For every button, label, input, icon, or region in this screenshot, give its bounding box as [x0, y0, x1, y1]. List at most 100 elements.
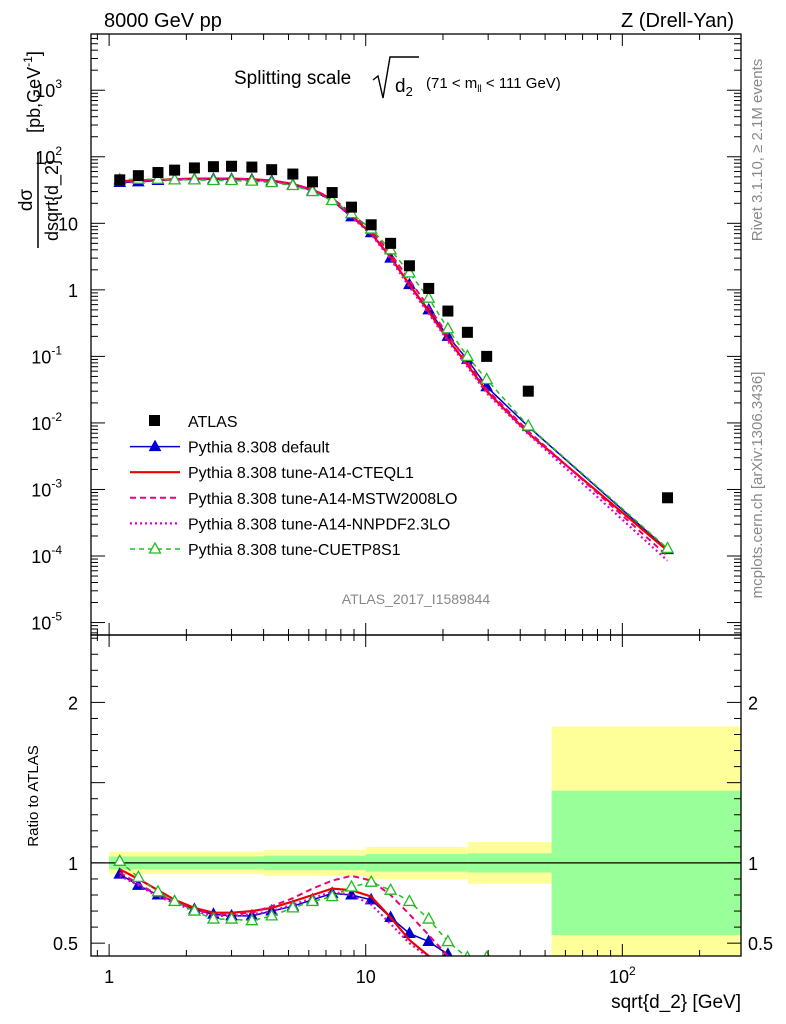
- y-tick-label: 10-5: [31, 610, 62, 634]
- ratio-series-point-4: [168, 894, 182, 907]
- ratio-series-point-4: [305, 894, 320, 907]
- main-series-point-4: [480, 372, 494, 385]
- ratio-series-point-4: [325, 889, 339, 902]
- ratio-series-line-3: [119, 874, 429, 956]
- ratio-series-line-4: [119, 860, 467, 956]
- atlas-data-point: [365, 219, 377, 231]
- atlas-data-point: [188, 162, 200, 174]
- atlas-data-point: [207, 161, 219, 173]
- ratio-series-line-2: [119, 871, 449, 956]
- main-series-point-4: [224, 173, 239, 186]
- ratio-y-tick-label: 1: [68, 854, 78, 874]
- energy-label: 8000 GeV pp: [104, 10, 222, 32]
- atlas-data-point: [152, 167, 164, 179]
- ratio-series-point-4: [206, 911, 221, 924]
- y-tick-label: 103: [35, 77, 62, 101]
- main-series-point-4: [422, 290, 436, 303]
- atlas-data-point: [461, 326, 473, 338]
- atlas-data-point: [326, 187, 338, 199]
- ratio-series-point-4: [224, 911, 239, 924]
- atlas-data-point: [442, 305, 454, 317]
- ratio-series-point-4: [151, 884, 165, 897]
- legend-label-2: Pythia 8.308 tune-A14-MSTW2008LO: [188, 491, 457, 508]
- ratio-plot-frame: [90, 634, 742, 957]
- ratio-series-point-0: [443, 947, 453, 956]
- y-tick-label: 10: [58, 214, 78, 234]
- atlas-data-point: [403, 260, 415, 272]
- analysis-watermark: ATLAS_2017_I1589844: [342, 591, 491, 607]
- main-series-point-4: [660, 541, 675, 554]
- atlas-data-point: [246, 161, 258, 173]
- atlas-data-point: [169, 164, 181, 176]
- plot-title-sqrt: d2: [395, 76, 413, 99]
- main-series-point-4: [441, 321, 455, 334]
- atlas-data-point: [266, 164, 278, 176]
- ratio-series-point-4: [245, 913, 259, 926]
- atlas-data-point: [662, 492, 674, 504]
- ratio-series-point-4: [383, 882, 398, 895]
- main-series-line-4: [119, 178, 668, 549]
- ratio-series-point-4: [441, 934, 455, 947]
- atlas-data-point: [306, 176, 318, 188]
- ratio-series-point-4: [286, 900, 300, 913]
- ratio-series-point-4: [344, 879, 359, 892]
- y-tick-label: 10-2: [31, 410, 62, 434]
- atlas-data-point: [385, 237, 397, 249]
- rivet-label: Rivet 3.1.10, ≥ 2.1M events: [749, 59, 766, 242]
- main-series-line-3: [119, 178, 669, 562]
- main-series-point-4: [151, 171, 165, 184]
- main-series-point-4: [187, 172, 202, 185]
- y-tick-label: 102: [35, 144, 62, 168]
- legend-label-1: Pythia 8.308 tune-A14-CTEQL1: [188, 465, 414, 482]
- plot-title-main: Splitting scale: [234, 68, 351, 89]
- main-series-point-4: [206, 173, 221, 186]
- ratio-series-point-4: [495, 964, 506, 974]
- atlas-data-point: [522, 385, 534, 397]
- ylabel-unit: [pb,GeV-1]: [21, 51, 44, 133]
- ratio-series-line-0: [119, 873, 452, 956]
- ratio-series-point-4: [464, 950, 471, 956]
- x-tick-label: 102: [609, 964, 636, 987]
- ratio-plot: 1 10 102 0.5 1 2 0.5 1 2 Ratio to ATLAS sqrt{d_2…: [25, 634, 773, 1013]
- ratio-ylabel: Ratio to ATLAS: [25, 745, 42, 846]
- atlas-data-point: [423, 282, 435, 294]
- ratio-series-point-4: [265, 908, 279, 921]
- ratio-y-tick-label-right: 0.5: [748, 934, 773, 954]
- main-series-point-4: [521, 418, 535, 431]
- atlas-data-point: [114, 174, 126, 186]
- ratio-y-tick-label: 2: [68, 693, 78, 713]
- legend-label-atlas: ATLAS: [188, 414, 238, 431]
- atlas-data-point: [481, 350, 493, 362]
- atlas-data-point: [226, 160, 238, 172]
- ratio-series-point-4: [187, 903, 202, 916]
- ratio-series-point-4: [364, 874, 378, 887]
- legend-marker-atlas: [149, 415, 160, 426]
- process-label: Z (Drell-Yan): [621, 10, 734, 32]
- main-series-point-4: [325, 193, 339, 206]
- main-plot: 10-5 10-4 10-3 10-2 10-1 1 10 102 103 Splitting …: [16, 33, 742, 636]
- legend: ATLAS Pythia 8.308 default Pythia 8.308 tu…: [130, 414, 457, 559]
- legend-label-0: Pythia 8.308 default: [188, 440, 330, 457]
- ratio-series-point-4: [402, 894, 417, 907]
- ratio-series-point-4: [422, 911, 436, 924]
- x-tick-label: 10: [356, 967, 376, 987]
- y-tick-label: 10-1: [31, 343, 62, 367]
- ratio-series-line-1: [119, 868, 431, 956]
- main-series-point-4: [305, 184, 320, 197]
- ylabel-numerator: dσ: [16, 189, 37, 212]
- main-series-point-4: [245, 173, 259, 186]
- y-tick-label: 10-4: [31, 543, 62, 567]
- xaxis-label: sqrt{d_2} [GeV]: [611, 992, 741, 1013]
- main-series-point-4: [402, 265, 417, 278]
- ratio-y-tick-label-right: 1: [748, 854, 758, 874]
- main-series-line-2: [119, 177, 669, 557]
- legend-marker-4: [148, 541, 162, 554]
- ratio-series-point-0: [462, 961, 473, 971]
- main-series-point-4: [168, 172, 182, 185]
- legend-marker-0: [148, 439, 162, 452]
- y-tick-label: 1: [68, 281, 78, 301]
- ratio-y-tick-label: 0.5: [53, 934, 78, 954]
- ratio-series-point-4: [131, 870, 145, 883]
- main-ylabel: dσ dsqrt{d_2}: [16, 152, 63, 248]
